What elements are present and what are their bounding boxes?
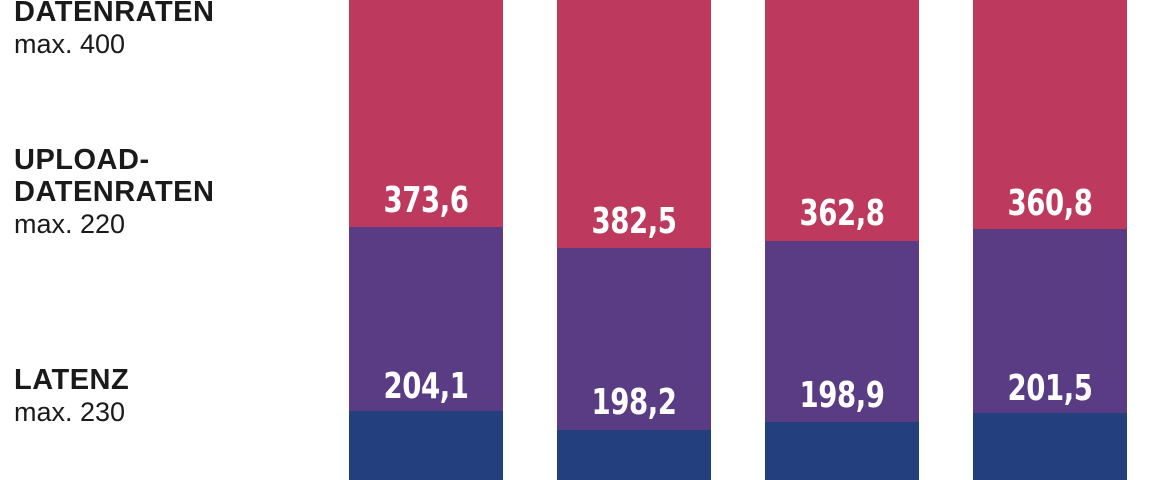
bar-segment <box>557 248 711 430</box>
legend-max: max. 400 <box>14 29 126 59</box>
bar-label: 360,8 <box>1007 183 1093 224</box>
bar-segment <box>973 229 1127 413</box>
bar-label: 382,5 <box>591 201 677 242</box>
bar: 382,5 198,2 <box>557 0 711 480</box>
legend-item: DATENRATEN max. 400 <box>14 0 214 60</box>
bar: 360,8 201,5 <box>973 0 1127 480</box>
bar-segment <box>557 430 711 480</box>
legend-title: DATENRATEN <box>14 0 215 28</box>
bar-segment <box>765 422 919 480</box>
bar-segment <box>349 0 503 227</box>
bar-segment <box>557 0 711 248</box>
bar-segment <box>349 411 503 480</box>
bar: 362,8 198,9 <box>765 0 919 480</box>
bar-label: 204,1 <box>383 366 469 407</box>
bar-segment <box>973 413 1127 480</box>
legend-title: DATENRATEN <box>14 176 215 208</box>
bar-segment <box>349 227 503 411</box>
bar-label: 362,8 <box>799 193 885 234</box>
bar: 373,6 204,1 <box>349 0 503 480</box>
legend-title: LATENZ <box>14 364 130 396</box>
bar-label: 198,9 <box>799 375 885 416</box>
bar-label: 373,6 <box>383 180 469 221</box>
bar-segment <box>973 0 1127 229</box>
bar-segment <box>765 241 919 422</box>
bar-label: 201,5 <box>1007 368 1093 409</box>
legend-title: UPLOAD- <box>14 144 150 176</box>
legend-item: LATENZ max. 230 <box>14 364 129 428</box>
legend-max: max. 220 <box>14 209 126 239</box>
legend-item: UPLOAD- DATENRATEN max. 220 <box>14 144 214 240</box>
bar-label: 198,2 <box>591 382 677 423</box>
bar-segment <box>765 0 919 241</box>
legend-max: max. 230 <box>14 397 126 427</box>
